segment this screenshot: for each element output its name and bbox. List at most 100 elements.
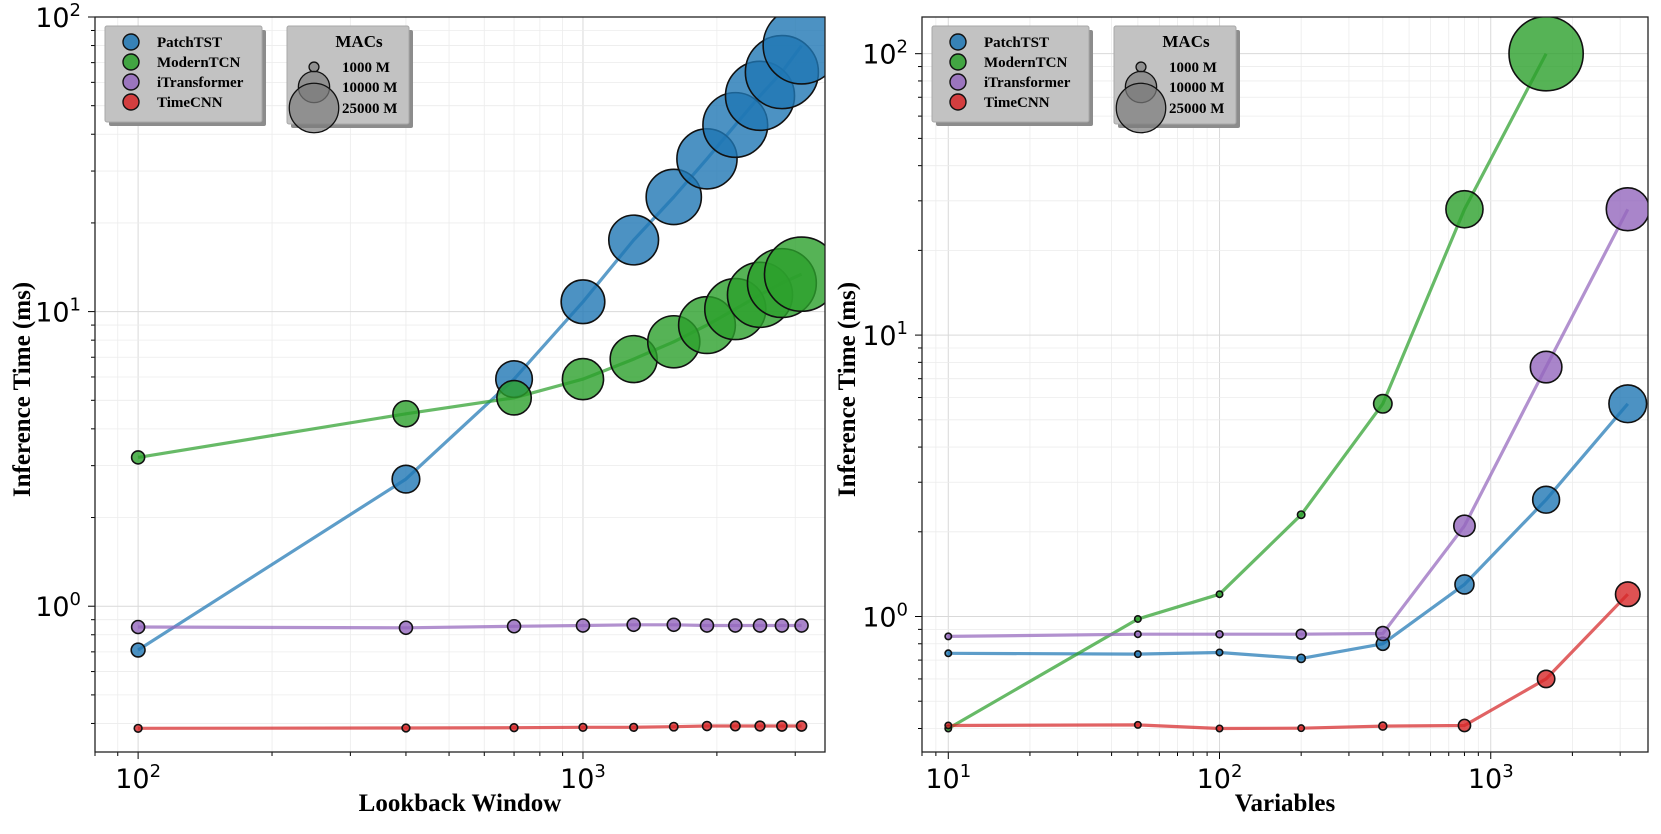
legend-label-patchtst: PatchTST xyxy=(157,35,222,51)
data-point-itransformer xyxy=(130,619,146,635)
axes-frame xyxy=(921,16,1649,753)
data-point-timecnn xyxy=(133,723,143,733)
macs-legend-marker xyxy=(1135,61,1147,73)
data-point-itransformer xyxy=(1529,350,1563,384)
legend-marker-moderntcn xyxy=(949,53,967,71)
data-point-timecnn xyxy=(629,722,639,732)
data-point-itransformer xyxy=(727,618,743,633)
legend-marker-timecnn xyxy=(949,93,967,111)
data-point-moderntcn xyxy=(1296,510,1306,520)
x-tick-base: 10 xyxy=(1468,764,1502,795)
grid xyxy=(915,17,1648,759)
x-tick-label: 102 xyxy=(1197,761,1243,795)
data-point-patchtst xyxy=(130,642,146,658)
plot-area xyxy=(130,17,825,733)
data-point-timecnn xyxy=(795,720,808,732)
x-tick-label: 103 xyxy=(560,761,606,795)
legend-marker-patchtst xyxy=(949,33,967,51)
legend-label-moderntcn: ModernTCN xyxy=(984,55,1067,71)
legend-box xyxy=(931,25,1090,123)
x-tick-label: 103 xyxy=(1468,761,1514,795)
data-point-moderntcn xyxy=(130,450,146,465)
macs-legend-label: 1000 M xyxy=(342,60,390,76)
macs-legend-label: 1000 M xyxy=(1169,60,1217,76)
legend-marker-moderntcn xyxy=(122,53,140,71)
x-axis-title: Lookback Window xyxy=(359,790,562,817)
data-point-itransformer xyxy=(1295,628,1307,640)
legend-marker-itransformer xyxy=(949,73,967,91)
y-tick-base: 10 xyxy=(862,321,896,352)
legend-label-itransformer: iTransformer xyxy=(157,75,244,91)
data-point-itransformer xyxy=(506,618,522,634)
data-point-timecnn xyxy=(1378,721,1388,731)
y-tick-base: 10 xyxy=(35,3,69,34)
series-line-patchtst xyxy=(948,402,1630,661)
data-point-itransformer xyxy=(398,620,414,636)
data-point-moderntcn xyxy=(763,236,825,313)
y-tick-label: 100 xyxy=(35,589,81,623)
x-tick-base: 10 xyxy=(560,764,594,795)
legend-marker-itransformer xyxy=(122,73,140,91)
y-axis-title: Inference Time (ms) xyxy=(9,282,36,497)
y-tick-label: 101 xyxy=(35,295,81,329)
x-axis-title: Variables xyxy=(1235,790,1336,817)
macs-legend-label: 10000 M xyxy=(1169,80,1224,96)
data-point-patchtst xyxy=(1531,485,1561,514)
data-point-itransformer xyxy=(1133,630,1142,639)
x-tick-exponent: 3 xyxy=(594,761,605,782)
macs-legend-label: 25000 M xyxy=(342,101,397,117)
data-point-itransformer xyxy=(1605,187,1648,232)
y-tick-base: 10 xyxy=(35,592,69,623)
x-tick-exponent: 2 xyxy=(150,761,161,782)
data-point-timecnn xyxy=(944,721,953,730)
data-point-timecnn xyxy=(1133,720,1142,729)
macs-legend-title: MACs xyxy=(1162,32,1210,51)
data-point-moderntcn xyxy=(561,357,605,401)
legend-box xyxy=(104,25,263,123)
y-tick-label: 100 xyxy=(862,600,908,634)
data-point-itransformer xyxy=(752,618,768,633)
series-line-itransformer xyxy=(948,208,1630,638)
legend-label-timecnn: TimeCNN xyxy=(984,95,1050,111)
data-point-patchtst xyxy=(944,649,953,658)
data-point-timecnn xyxy=(1215,724,1224,733)
plot-area xyxy=(944,17,1648,733)
legend-marker-patchtst xyxy=(122,33,140,51)
y-tick-exponent: 2 xyxy=(897,37,908,58)
data-point-patchtst xyxy=(1296,653,1307,664)
y-tick-exponent: 0 xyxy=(70,589,81,610)
series-legend: PatchTST ModernTCN iTransformer TimeCNN xyxy=(931,25,1093,126)
data-point-itransformer xyxy=(699,618,715,633)
data-point-timecnn xyxy=(1297,724,1306,733)
y-tick-label: 102 xyxy=(862,37,908,71)
data-point-timecnn xyxy=(509,723,519,733)
data-point-timecnn xyxy=(401,723,411,733)
macs-legend-marker xyxy=(308,61,320,73)
x-tick-label: 101 xyxy=(925,761,971,795)
y-tick-exponent: 0 xyxy=(897,600,908,621)
data-point-itransformer xyxy=(1375,625,1391,642)
data-point-timecnn xyxy=(729,720,741,732)
data-point-timecnn xyxy=(1457,718,1472,733)
data-point-moderntcn xyxy=(1508,17,1584,92)
data-point-timecnn xyxy=(668,721,679,732)
data-point-patchtst xyxy=(1454,574,1475,595)
data-point-itransformer xyxy=(794,618,809,633)
data-point-itransformer xyxy=(1215,629,1224,639)
data-point-itransformer xyxy=(626,617,641,633)
axes-frame xyxy=(94,16,826,753)
data-point-moderntcn xyxy=(1215,590,1224,599)
y-tick-exponent: 1 xyxy=(897,318,908,339)
x-tick-exponent: 3 xyxy=(1502,761,1513,782)
y-tick-base: 10 xyxy=(862,603,896,634)
legend-label-timecnn: TimeCNN xyxy=(157,95,223,111)
data-point-itransformer xyxy=(666,617,682,633)
y-tick-exponent: 1 xyxy=(70,295,81,316)
data-point-moderntcn xyxy=(1445,189,1484,229)
data-point-timecnn xyxy=(754,720,766,732)
legend-label-patchtst: PatchTST xyxy=(984,35,1049,51)
data-point-patchtst xyxy=(1133,650,1142,659)
